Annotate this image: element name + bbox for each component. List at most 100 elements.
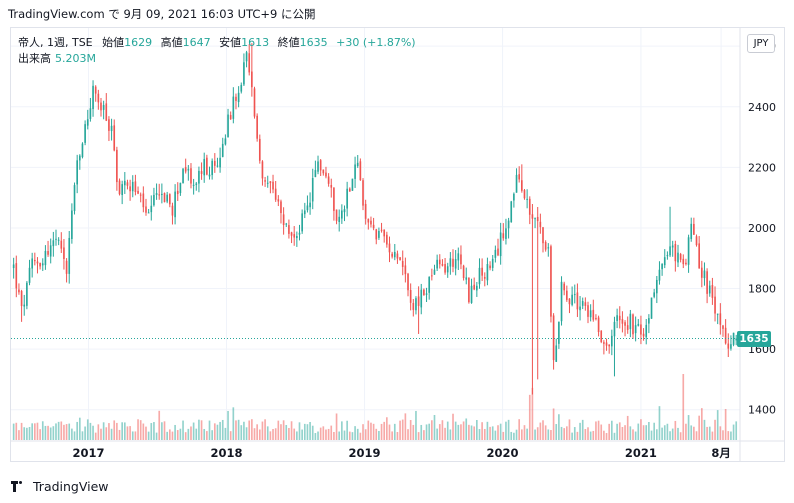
volume-bar — [679, 432, 682, 440]
candle-body — [526, 198, 528, 200]
candle-body — [648, 318, 650, 324]
volume-bar — [206, 431, 208, 440]
volume-bar — [597, 420, 600, 440]
volume-bar — [378, 430, 380, 440]
candle-body — [431, 275, 433, 277]
volume-bar — [396, 432, 399, 440]
volume-bar — [18, 430, 20, 440]
volume-bar — [36, 422, 39, 440]
volume-bar — [325, 429, 327, 440]
candle-body — [401, 261, 404, 267]
footer-brand[interactable]: TradingView — [11, 479, 109, 494]
volume-bar — [634, 431, 637, 440]
volume-bar — [528, 394, 531, 440]
volume-bar — [568, 419, 571, 440]
candle-body — [677, 252, 679, 263]
candle-body — [192, 184, 195, 186]
candle-body — [724, 327, 727, 344]
volume-value: 5.203M — [55, 52, 96, 65]
volume-bar — [671, 428, 674, 440]
volume-bar — [150, 423, 153, 440]
volume-bar — [211, 430, 213, 440]
volume-bar — [370, 422, 372, 440]
volume-bar — [695, 431, 698, 440]
volume-bar — [121, 422, 123, 440]
candle-body — [523, 190, 526, 199]
volume-bar — [655, 429, 658, 440]
volume-bar — [698, 415, 700, 440]
volume-bar — [462, 421, 465, 440]
volume-bar — [131, 431, 134, 440]
candle-body — [18, 289, 20, 293]
candle-body — [301, 213, 303, 232]
volume-bar — [513, 432, 515, 440]
candle-body — [251, 71, 253, 88]
volume-bar — [319, 427, 322, 440]
volume-bar — [296, 431, 298, 440]
volume-bar — [478, 429, 481, 440]
volume-bar — [110, 428, 113, 440]
volume-bar — [428, 423, 431, 440]
volume-bar — [550, 430, 552, 440]
candle-body — [663, 257, 666, 266]
price-axis: 1400160018002000220024002600 — [10, 27, 785, 462]
volume-bar — [57, 421, 60, 440]
volume-bar — [333, 431, 335, 440]
candle-body — [568, 298, 571, 305]
volume-bar — [576, 431, 579, 440]
candle-body — [224, 138, 227, 145]
volume-bar — [499, 423, 502, 440]
candle-body — [277, 199, 280, 202]
candle-body — [613, 321, 616, 337]
candle-body — [73, 185, 76, 211]
candle-body — [354, 164, 356, 179]
candle-body — [187, 168, 190, 171]
candle-body — [618, 315, 621, 321]
price-tick-label: 2400 — [748, 101, 776, 114]
candle-body — [711, 285, 714, 298]
volume-bar — [581, 419, 584, 440]
candle-body — [346, 188, 348, 209]
candle-body — [375, 229, 378, 240]
candle-body — [544, 241, 547, 250]
candle-body — [131, 181, 134, 192]
volume-bar — [26, 427, 28, 440]
volume-bar — [579, 422, 581, 440]
volume-bar — [15, 422, 18, 440]
volume-bar — [425, 424, 428, 440]
candle-body — [550, 246, 552, 317]
candle-body — [253, 88, 256, 117]
currency-button[interactable]: JPY — [747, 34, 775, 53]
symbol-label: 帝人, 1週, TSE — [18, 36, 93, 49]
candle-body — [229, 115, 232, 120]
volume-bar — [224, 427, 227, 440]
volume-bar — [280, 424, 282, 440]
volume-bar — [248, 420, 251, 440]
volume-bar — [327, 428, 330, 440]
volume-bar — [608, 423, 610, 440]
candle-body — [65, 260, 68, 274]
candle-body — [449, 258, 452, 267]
volume-bar — [60, 421, 63, 440]
volume-bar — [693, 426, 695, 440]
candle-body — [640, 324, 642, 335]
volume-bar — [433, 414, 436, 440]
candle-body — [671, 245, 674, 248]
volume-bar — [716, 410, 719, 440]
candle-body — [293, 234, 296, 238]
volume-bar — [454, 421, 457, 440]
volume-bar — [573, 427, 576, 440]
candle-body — [703, 270, 706, 279]
volume-bar — [444, 427, 446, 440]
volume-bar — [200, 420, 203, 440]
candle-body — [658, 269, 661, 281]
volume-bar — [213, 423, 216, 440]
candle-body — [685, 262, 687, 265]
candle-body — [735, 338, 738, 341]
candle-body — [425, 293, 428, 295]
volume-bar — [47, 425, 49, 440]
volume-bar — [153, 422, 155, 440]
volume-bar — [253, 428, 256, 440]
candle-body — [150, 205, 153, 213]
